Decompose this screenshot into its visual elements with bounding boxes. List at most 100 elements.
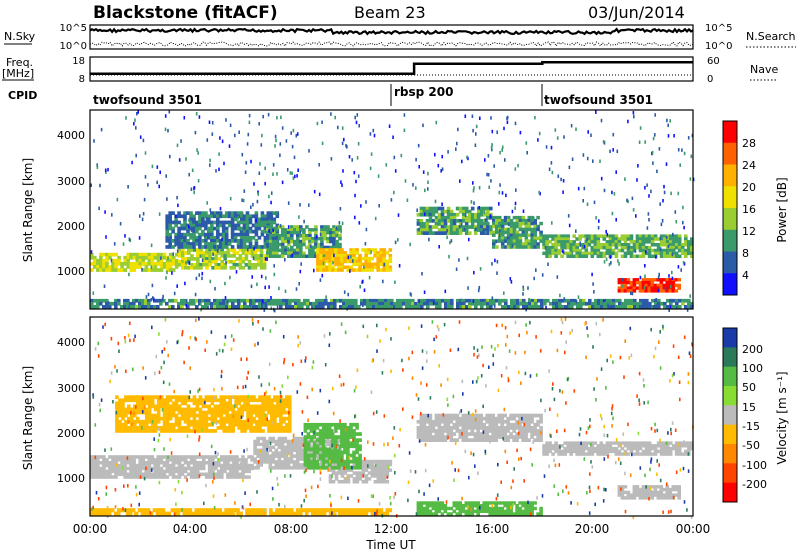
power-cell bbox=[455, 225, 460, 229]
power-cell bbox=[96, 305, 100, 309]
velocity-cell bbox=[90, 463, 94, 468]
power-cell bbox=[503, 218, 508, 223]
power-cell bbox=[232, 263, 237, 267]
power-cell bbox=[641, 240, 646, 244]
power-cell bbox=[382, 254, 387, 258]
velocity-cell bbox=[267, 398, 271, 403]
velocity-cell bbox=[127, 410, 131, 415]
power-noise bbox=[342, 169, 344, 173]
power-cell bbox=[641, 234, 646, 238]
power-cell bbox=[483, 206, 487, 211]
power-cell bbox=[564, 298, 568, 303]
power-cell bbox=[171, 226, 175, 231]
power-cell bbox=[581, 251, 585, 256]
power-noise bbox=[648, 218, 650, 222]
power-cell bbox=[159, 298, 163, 303]
power-cell bbox=[207, 298, 211, 303]
velocity-cell bbox=[189, 455, 194, 459]
power-noise bbox=[186, 244, 189, 248]
velocity-cell bbox=[298, 451, 303, 455]
velocity-cell bbox=[491, 419, 495, 424]
power-cell bbox=[177, 235, 181, 240]
power-cell bbox=[293, 239, 297, 244]
power-cell bbox=[662, 248, 667, 253]
velocity-cell bbox=[521, 438, 525, 442]
velocity-cell bbox=[121, 429, 125, 433]
power-noise bbox=[683, 262, 686, 266]
power-cell bbox=[357, 305, 361, 309]
power-cell bbox=[331, 256, 335, 261]
power-noise bbox=[545, 145, 548, 149]
velocity-cell bbox=[509, 413, 513, 418]
power-cell bbox=[332, 231, 336, 235]
power-cell bbox=[280, 228, 285, 232]
velocity-cell bbox=[177, 429, 182, 433]
power-cell bbox=[332, 242, 336, 247]
velocity-cell bbox=[286, 439, 291, 444]
velocity-cell bbox=[644, 441, 649, 445]
power-cell bbox=[554, 234, 558, 238]
power-cell bbox=[214, 254, 218, 258]
power-cell bbox=[210, 223, 214, 228]
power-noise bbox=[457, 303, 460, 308]
power-cell bbox=[489, 225, 493, 229]
velocity-cell bbox=[253, 445, 257, 450]
velocity-cell bbox=[171, 469, 176, 474]
power-cell bbox=[551, 245, 555, 250]
power-noise bbox=[129, 238, 132, 243]
velocity-cell bbox=[133, 429, 137, 433]
power-cell bbox=[416, 212, 421, 217]
power-noise bbox=[606, 232, 609, 237]
power-noise bbox=[568, 165, 571, 170]
velocity-cell bbox=[142, 395, 146, 399]
power-noise bbox=[652, 161, 654, 165]
power-cell bbox=[210, 242, 214, 246]
power-noise bbox=[292, 128, 295, 133]
power-noise bbox=[257, 190, 259, 194]
power-cell bbox=[208, 263, 212, 267]
velocity-cell bbox=[183, 429, 188, 433]
velocity-cell bbox=[536, 422, 540, 427]
power-cell bbox=[659, 248, 664, 253]
velocity-cell bbox=[539, 419, 543, 424]
power-cell bbox=[231, 298, 235, 303]
power-cell bbox=[183, 235, 187, 240]
velocity-cell bbox=[171, 455, 176, 459]
power-noise bbox=[182, 300, 185, 305]
velocity-cell bbox=[288, 410, 292, 415]
power-cell bbox=[272, 226, 277, 231]
velocity-cell bbox=[220, 472, 224, 476]
power-cell bbox=[480, 301, 484, 306]
velocity-cell bbox=[303, 444, 308, 449]
power-cell bbox=[647, 283, 652, 288]
velocity-cell bbox=[150, 422, 155, 427]
power-cell bbox=[195, 242, 199, 246]
power-noise bbox=[682, 205, 684, 210]
velocity-cell bbox=[127, 416, 131, 421]
velocity-cell bbox=[111, 469, 115, 474]
power-cell bbox=[316, 262, 320, 267]
power-cell bbox=[653, 283, 658, 288]
velocity-cell bbox=[659, 444, 664, 448]
velocity-cell bbox=[253, 448, 257, 452]
velocity-cell bbox=[494, 435, 498, 439]
power-cell bbox=[325, 251, 329, 255]
velocity-cell bbox=[461, 419, 466, 424]
velocity-cell bbox=[96, 469, 100, 474]
power-noise bbox=[224, 296, 227, 300]
power-cell bbox=[168, 305, 172, 309]
velocity-cell bbox=[133, 404, 137, 409]
power-cell bbox=[452, 228, 457, 232]
power-cell bbox=[305, 245, 309, 250]
power-cell bbox=[150, 262, 155, 266]
velocity-cell bbox=[533, 413, 537, 418]
power-cell bbox=[202, 254, 206, 258]
power-cell bbox=[284, 234, 288, 238]
power-cell bbox=[629, 286, 634, 290]
velocity-cell bbox=[93, 461, 97, 465]
power-cell bbox=[446, 212, 451, 217]
velocity-cell bbox=[279, 407, 283, 412]
power-cell bbox=[326, 239, 330, 244]
velocity-cell bbox=[677, 446, 682, 451]
power-cell bbox=[211, 260, 215, 264]
